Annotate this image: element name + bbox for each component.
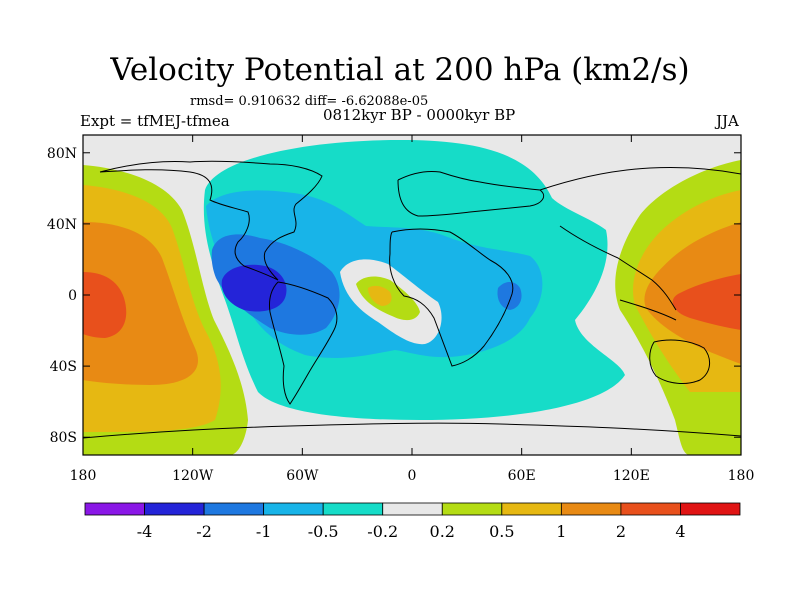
colorbar-swatch: [263, 502, 324, 516]
colorbar-label: 0.2: [430, 522, 455, 541]
lat-tick-label: 80S: [50, 430, 77, 446]
colorbar-label: 1: [556, 522, 566, 541]
colorbar-label: -0.5: [308, 522, 339, 541]
lon-tick-label: 60W: [286, 468, 319, 484]
colorbar-swatch: [501, 502, 562, 516]
colorbar-swatch: [322, 502, 384, 516]
lon-tick-label: 60E: [508, 468, 536, 484]
colorbar-swatch: [680, 502, 741, 516]
lon-tick-label: 120W: [172, 468, 214, 484]
contour-pos-right-4: [672, 274, 741, 330]
contour-neg-1-africa: [497, 282, 522, 310]
colorbar-swatch: [203, 502, 265, 516]
colorbar-label: -0.2: [367, 522, 398, 541]
colorbar-label: -4: [137, 522, 153, 541]
lon-tick-label: 180: [70, 468, 97, 484]
contour-pos-left-4: [83, 272, 127, 338]
coast-south-america: [269, 281, 338, 405]
lat-tick-label: 0: [68, 288, 77, 304]
lat-tick-label: 40S: [50, 359, 77, 375]
colorbar-label: 4: [675, 522, 685, 541]
period-label: 0812kyr BP - 0000kyr BP: [323, 106, 516, 124]
colorbar-labels: -4 -2 -1 -0.5 -0.2 0.2 0.5 1 2 4: [137, 522, 686, 541]
lon-tick-label: 180: [728, 468, 755, 484]
coast-asia: [539, 166, 741, 321]
coast-antarctica: [83, 422, 741, 439]
colorbar: [84, 502, 741, 516]
lat-tick-label: 80N: [47, 146, 77, 162]
lon-tick-label: 120E: [613, 468, 650, 484]
season-label: JJA: [716, 112, 739, 130]
coast-north-america: [99, 160, 323, 281]
colorbar-label: 2: [616, 522, 626, 541]
contour-pos-guinea-1: [368, 285, 392, 306]
colorbar-label: 0.5: [489, 522, 514, 541]
longitude-axis: 180 120W 60W 0 60E 120E 180: [70, 135, 755, 484]
coast-australia: [649, 339, 710, 384]
colorbar-swatch: [620, 502, 681, 516]
coast-europe: [397, 171, 545, 217]
latitude-axis: 80N 40N 0 40S 80S: [47, 146, 741, 446]
map-title: Velocity Potential at 200 hPa (km2/s): [110, 52, 690, 88]
contour-pos-left-2: [83, 222, 198, 385]
colorbar-label: -1: [256, 522, 272, 541]
colorbar-swatch: [144, 502, 205, 516]
colorbar-label: -2: [196, 522, 212, 541]
coastlines: [83, 160, 741, 439]
lon-tick-label: 0: [408, 468, 417, 484]
colorbar-swatch: [84, 502, 145, 516]
coast-africa: [389, 228, 514, 367]
colorbar-swatch: [560, 502, 622, 516]
stats-line: rmsd= 0.910632 diff= -6.62088e-05: [190, 94, 429, 109]
colorbar-swatch: [441, 502, 503, 516]
contour-field: [83, 135, 741, 455]
colorbar-swatch: [382, 502, 443, 516]
experiment-label: Expt = tfMEJ-tfmea: [80, 112, 230, 130]
lat-tick-label: 40N: [47, 217, 77, 233]
